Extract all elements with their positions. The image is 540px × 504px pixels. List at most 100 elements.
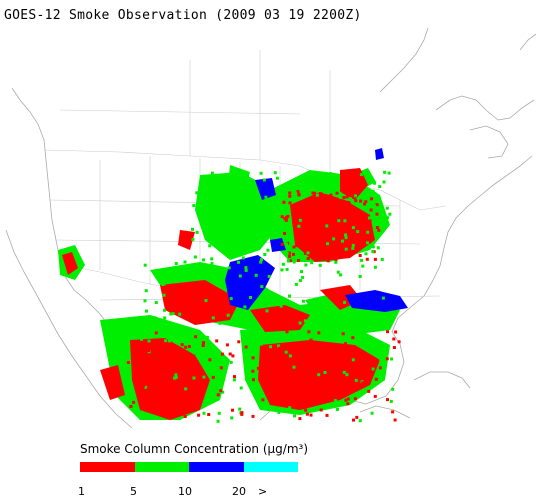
legend-segment-5-10 <box>134 462 189 472</box>
smoke-pixel <box>360 258 364 262</box>
smoke-pixel <box>393 418 397 422</box>
smoke-pixel <box>276 176 279 180</box>
smoke-pixel <box>273 224 277 228</box>
smoke-pixel <box>198 350 202 354</box>
smoke-pixel <box>323 190 327 194</box>
smoke-pixel <box>290 183 294 187</box>
smoke-pixel <box>324 206 328 210</box>
smoke-pixel <box>293 205 297 209</box>
smoke-pixel <box>211 375 215 379</box>
smoke-pixel <box>326 242 329 246</box>
smoke-pixel <box>388 212 392 216</box>
smoke-pixel <box>239 386 243 390</box>
smoke-pixel <box>129 405 133 408</box>
smoke-pixel <box>300 226 303 230</box>
smoke-pixel <box>132 400 136 404</box>
smoke-pixel <box>325 228 329 232</box>
smoke-pixel <box>211 353 215 357</box>
smoke-pixel <box>341 239 344 243</box>
smoke-pixel <box>237 340 241 344</box>
smoke-pixel <box>288 259 292 263</box>
smoke-pixel <box>126 361 130 364</box>
smoke-pixel <box>297 224 301 228</box>
smoke-pixel <box>356 230 360 234</box>
smoke-pixel <box>324 195 327 199</box>
smoke-pixel <box>323 393 327 397</box>
legend-segment-1-5 <box>80 462 135 472</box>
smoke-pixel <box>313 255 317 259</box>
smoke-pixel <box>283 217 287 221</box>
smoke-pixel <box>348 325 352 329</box>
smoke-pixel <box>173 376 177 380</box>
smoke-pixel <box>351 246 355 250</box>
smoke-pixel <box>364 200 368 204</box>
smoke-pixel <box>378 185 382 189</box>
smoke-pixel <box>260 300 264 304</box>
smoke-pixel <box>296 192 300 196</box>
smoke-pixel <box>345 373 349 377</box>
smoke-pixel <box>325 251 329 255</box>
smoke-pixel <box>342 370 346 374</box>
smoke-pixel <box>375 370 379 374</box>
smoke-pixel <box>351 226 355 230</box>
smoke-pixel <box>304 323 308 327</box>
smoke-pixel <box>278 187 282 191</box>
smoke-pixel <box>220 352 224 356</box>
smoke-pixel <box>217 411 221 415</box>
smoke-pixel <box>344 398 348 402</box>
smoke-pixel <box>283 232 286 235</box>
smoke-pixel <box>355 244 359 248</box>
smoke-pixel <box>220 221 224 224</box>
smoke-pixel <box>277 410 281 414</box>
smoke-pixel <box>282 387 286 391</box>
smoke-pixel <box>180 343 184 347</box>
smoke-pixel <box>351 336 355 340</box>
smoke-pixel <box>184 387 188 391</box>
smoke-pixel <box>285 242 289 246</box>
smoke-pixel <box>329 239 333 243</box>
smoke-pixel <box>352 418 355 422</box>
smoke-pixel <box>240 412 244 416</box>
smoke-pixel <box>371 367 375 371</box>
smoke-pixel <box>169 312 173 316</box>
smoke-pixel <box>216 393 220 397</box>
smoke-pixel <box>326 259 330 263</box>
smoke-pixel <box>252 367 256 371</box>
smoke-pixel <box>288 354 292 358</box>
smoke-pixel <box>199 360 203 364</box>
smoke-pixel <box>315 214 319 218</box>
smoke-pixel <box>196 263 200 267</box>
smoke-pixel <box>369 229 373 233</box>
smoke-pixel <box>385 357 389 361</box>
smoke-pixel <box>288 201 292 205</box>
smoke-pixel <box>317 373 321 377</box>
smoke-pixel <box>364 252 368 256</box>
legend-color-bar <box>80 462 298 472</box>
smoke-pixel <box>315 193 319 197</box>
smoke-pixel <box>167 346 170 350</box>
smoke-pixel <box>146 383 150 387</box>
smoke-pixel <box>163 316 167 320</box>
smoke-pixel <box>205 335 209 339</box>
smoke-pixel <box>233 375 236 379</box>
smoke-pixel <box>381 296 385 300</box>
smoke-pixel <box>285 215 289 219</box>
smoke-pixel <box>343 219 347 223</box>
smoke-pixel <box>244 266 248 270</box>
smoke-pixel <box>167 339 171 343</box>
smoke-pixel <box>174 373 178 377</box>
smoke-pixel <box>178 312 182 316</box>
smoke-pixel <box>312 345 316 349</box>
smoke-pixel <box>350 368 354 371</box>
smoke-pixel <box>336 396 340 400</box>
smoke-pixel <box>354 199 358 203</box>
smoke-pixel <box>211 316 215 320</box>
smoke-pixel <box>377 228 381 232</box>
smoke-pixel <box>183 260 187 264</box>
smoke-pixel <box>387 171 391 175</box>
smoke-pixel <box>215 339 219 343</box>
smoke-pixel <box>280 215 284 219</box>
smoke-pixel <box>249 190 253 194</box>
smoke-pixel <box>292 260 296 264</box>
smoke-pixel <box>236 220 240 224</box>
